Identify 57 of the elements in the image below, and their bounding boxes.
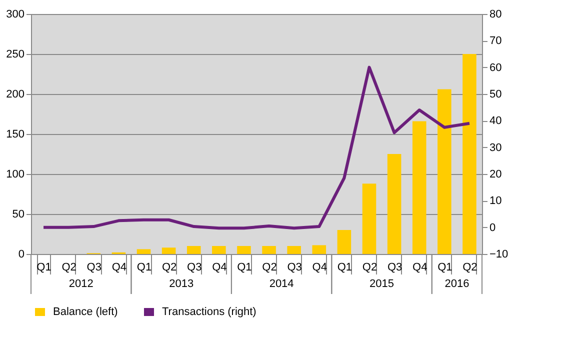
bar [287, 246, 301, 254]
text: 2013 [169, 278, 194, 290]
text: 2016 [444, 278, 470, 290]
y-tick-label: 100 [6, 168, 24, 180]
text: 2012 [68, 278, 94, 290]
x-tick-label: Q1 [438, 262, 452, 274]
line-series [42, 66, 471, 230]
bar [438, 89, 452, 254]
bar [237, 246, 251, 254]
x-tick-label: Q4 [112, 262, 127, 274]
x-tick-label: Q2 [462, 262, 478, 274]
x-tick-label: Q1 [337, 262, 352, 274]
x-tick-label: Q3 [86, 262, 102, 274]
x-tick-label: Q3 [387, 262, 402, 274]
bar [462, 54, 476, 254]
bar [387, 154, 402, 254]
x-tick-label: Q1 [36, 262, 52, 274]
bar [412, 121, 426, 254]
x-tick-label: Q1 [237, 262, 252, 274]
x-tick-label: Q1 [136, 262, 152, 274]
y-tick-label: 250 [6, 48, 24, 60]
y2-tick-label: 20 [490, 168, 502, 180]
x-tick-label: Q4 [412, 262, 428, 274]
bar [186, 246, 201, 254]
y2-tick-label: 40 [490, 115, 502, 128]
bar [362, 184, 376, 254]
y2-tick-label: 80 [490, 8, 502, 20]
y-tick-label: 200 [6, 88, 24, 100]
x-tick-label: Q4 [212, 262, 227, 274]
y-tick-label: 0 [18, 248, 24, 260]
x-tick-label: Q2 [62, 262, 76, 274]
text: 2014 [269, 278, 294, 290]
bar [162, 248, 176, 254]
y2-tick-label: 70 [490, 35, 502, 48]
x-tick-label: Q2 [262, 262, 277, 274]
x-tick-label: Q2 [162, 262, 177, 274]
x-tick-label: Q2 [362, 262, 378, 274]
legend-label: Transactions (right) [162, 306, 256, 318]
y-tick-label: 300 [6, 8, 24, 20]
y-tick-label: 150 [6, 128, 24, 140]
x-tick-label: Q3 [287, 262, 302, 274]
bar [312, 245, 326, 254]
bar [136, 249, 151, 254]
bar [337, 230, 352, 254]
y2-tick-label: 0 [490, 222, 496, 234]
y2-tick-label: 10 [490, 195, 502, 208]
y2-tick-label: 50 [490, 88, 502, 100]
x-tick-label: Q4 [312, 262, 327, 274]
y2-tick-label: 30 [490, 142, 502, 154]
text: 2015 [370, 278, 394, 290]
y2-tick-label: −10 [490, 248, 508, 260]
bar [262, 246, 276, 254]
y2-tick-label: 60 [490, 62, 502, 74]
legend-label: Balance (left) [53, 306, 118, 318]
y-tick-label: 50 [12, 208, 24, 220]
x-tick-label: Q3 [187, 262, 202, 274]
bar [212, 246, 226, 254]
